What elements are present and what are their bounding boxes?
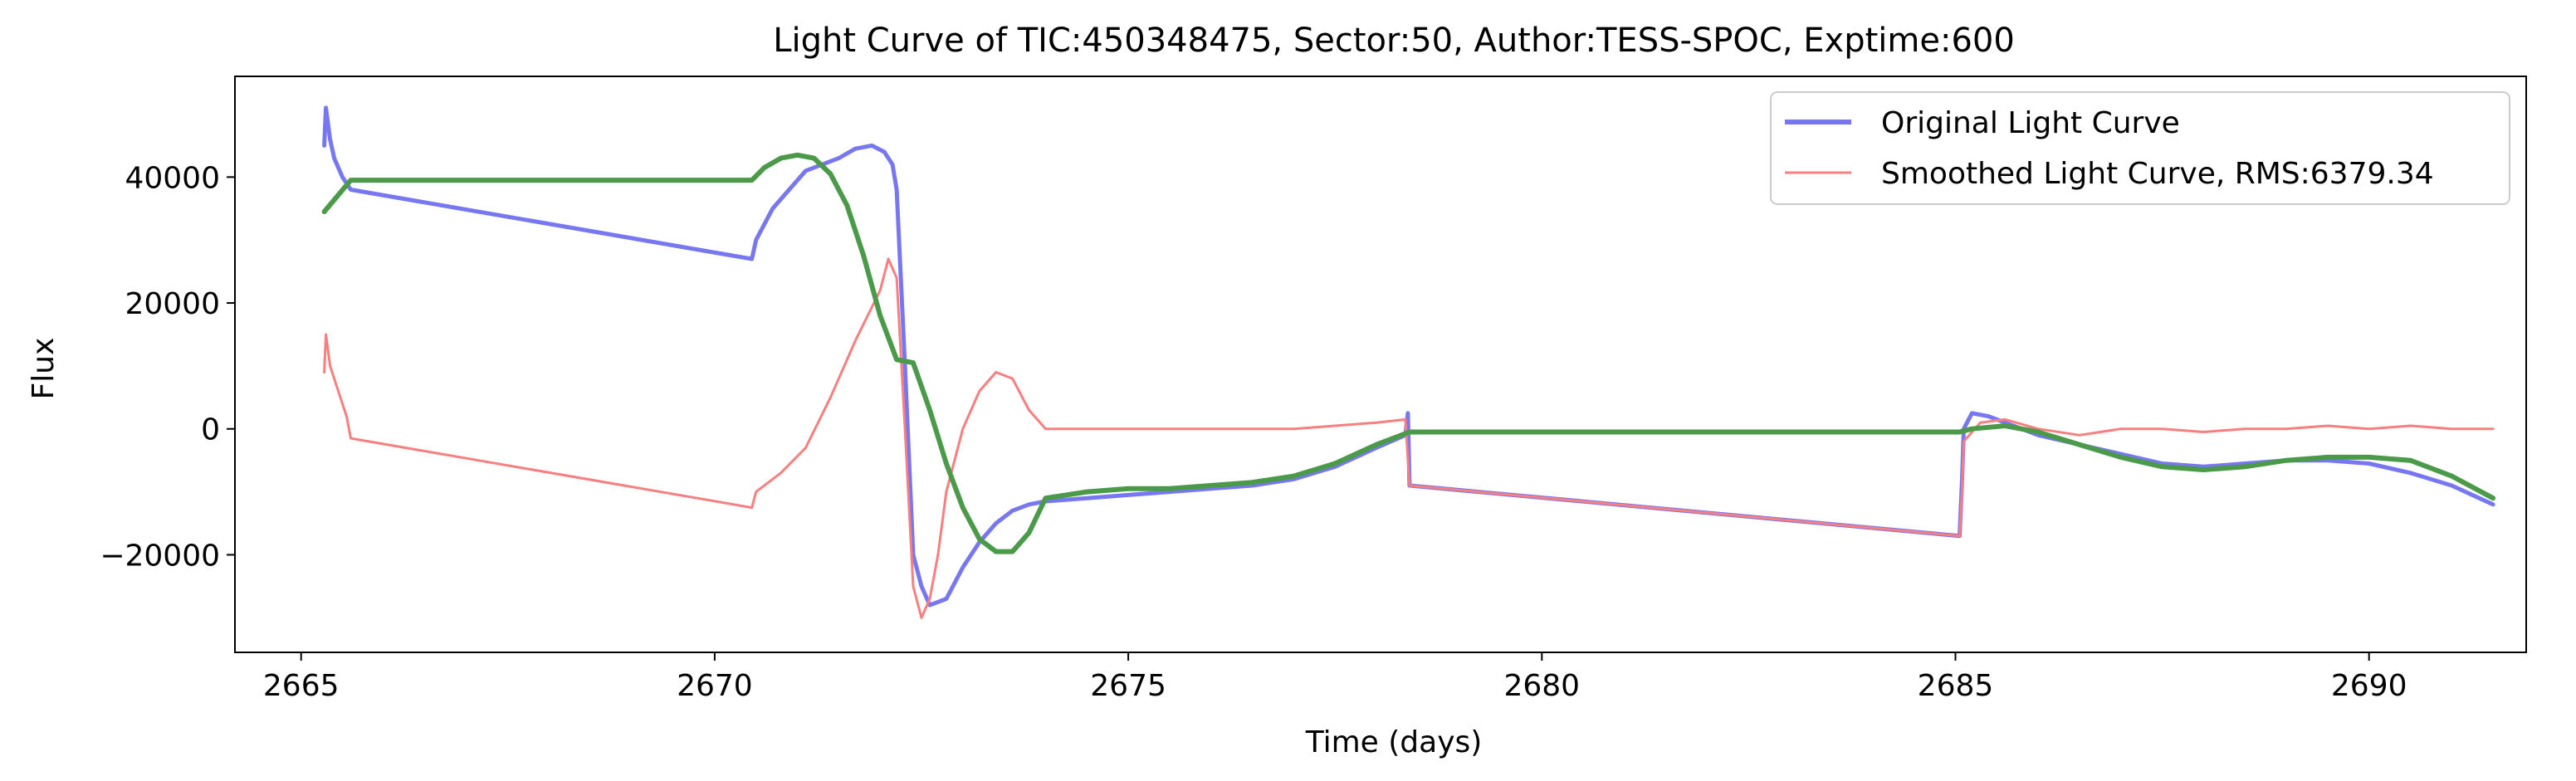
series-line-trend <box>321 152 2496 554</box>
y-axis-label: Flux <box>27 338 61 400</box>
x-tick-label: 2680 <box>1503 669 1580 703</box>
x-tick-label: 2685 <box>1918 669 1994 703</box>
y-tick-label: 0 <box>201 413 220 447</box>
legend-label-original: Original Light Curve <box>1881 106 2180 140</box>
x-tick-label: 2675 <box>1090 669 1166 703</box>
y-tick-label: 20000 <box>125 287 220 321</box>
x-axis: 2665 2670 2675 2680 2685 2690 <box>263 652 2407 703</box>
legend: Original Light Curve Smoothed Light Curv… <box>1770 91 2510 205</box>
y-tick-label: −20000 <box>100 539 220 573</box>
legend-box <box>1770 91 2510 205</box>
series-line-smoothed <box>323 257 2495 619</box>
x-tick-label: 2670 <box>677 669 753 703</box>
chart-title: Light Curve of TIC:450348475, Sector:50,… <box>773 22 2015 60</box>
x-tick-label: 2665 <box>263 669 340 703</box>
x-tick-label: 2690 <box>2331 669 2407 703</box>
y-axis: −20000 0 20000 40000 <box>100 161 235 573</box>
series-layer <box>321 105 2496 619</box>
legend-label-smoothed: Smoothed Light Curve, RMS:6379.34 <box>1881 157 2434 191</box>
plot-frame <box>234 76 2527 653</box>
plot-area <box>321 105 2496 619</box>
x-axis-label: Time (days) <box>1305 725 1483 759</box>
y-tick-label: 40000 <box>125 161 220 195</box>
